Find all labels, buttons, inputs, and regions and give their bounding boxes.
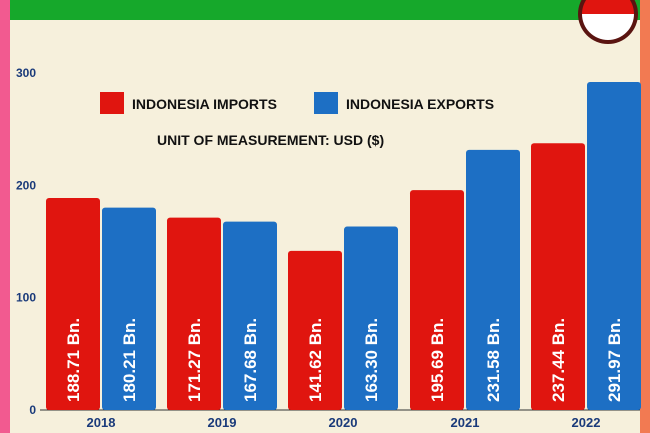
- indonesia-flag-icon: [578, 0, 638, 44]
- x-tick-label: 2021: [451, 415, 480, 430]
- bar-value-label: 237.44 Bn.: [549, 318, 568, 402]
- x-tick-label: 2018: [87, 415, 116, 430]
- legend-imports-label: INDONESIA IMPORTS: [132, 96, 277, 112]
- legend-exports-swatch: [314, 92, 338, 114]
- top-banner: [10, 0, 640, 20]
- imports-bar: [167, 217, 221, 410]
- x-tick-label: 2020: [329, 415, 358, 430]
- y-tick-label: 200: [16, 178, 36, 192]
- left-edge-strip: [0, 0, 10, 433]
- bar-value-label: 167.68 Bn.: [241, 318, 260, 402]
- bar-value-label: 188.71 Bn.: [64, 318, 83, 402]
- imports-bar: [531, 143, 585, 410]
- bar-value-label: 291.97 Bn.: [605, 318, 624, 402]
- legend-exports-label: INDONESIA EXPORTS: [346, 96, 494, 112]
- x-tick-label: 2019: [208, 415, 237, 430]
- x-tick-label: 2022: [572, 415, 601, 430]
- bar-value-label: 163.30 Bn.: [362, 318, 381, 402]
- exports-bar: [223, 221, 277, 410]
- legend-imports-swatch: [100, 92, 124, 114]
- exports-bar: [102, 207, 156, 410]
- imports-bar: [410, 190, 464, 410]
- unit-label: UNIT OF MEASUREMENT: USD ($): [157, 132, 384, 148]
- imports-bar: [288, 250, 342, 410]
- exports-bar: [466, 149, 520, 410]
- imports-bar: [46, 198, 100, 410]
- exports-bar: [587, 82, 641, 411]
- bar-value-label: 195.69 Bn.: [428, 318, 447, 402]
- y-tick-label: 0: [29, 403, 36, 417]
- y-tick-label: 100: [16, 291, 36, 305]
- right-edge-strip: [640, 0, 650, 433]
- bar-value-label: 180.21 Bn.: [120, 318, 139, 402]
- bar-value-label: 141.62 Bn.: [306, 318, 325, 402]
- y-tick-label: 300: [16, 66, 36, 80]
- exports-bar: [344, 226, 398, 410]
- bar-value-label: 171.27 Bn.: [185, 318, 204, 402]
- bar-value-label: 231.58 Bn.: [484, 318, 503, 402]
